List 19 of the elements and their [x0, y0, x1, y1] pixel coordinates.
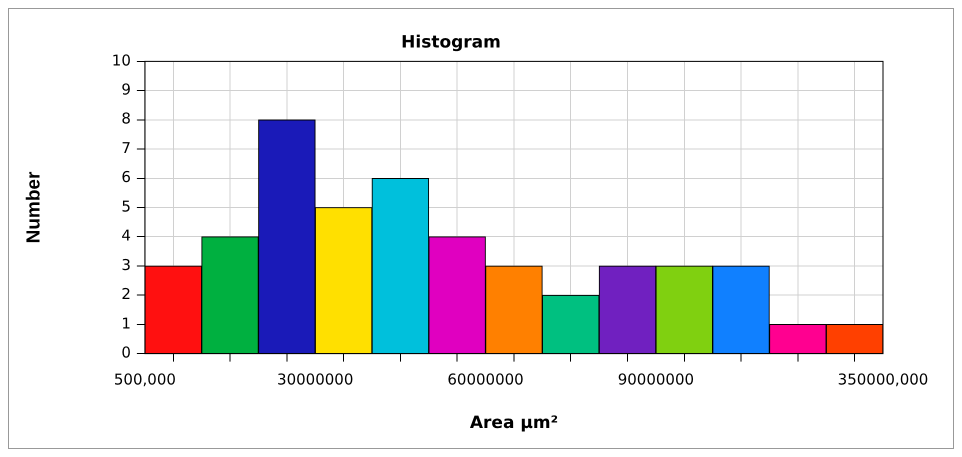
y-tick-label: 9	[121, 80, 131, 99]
x-tick-label: 60000000	[447, 370, 524, 388]
y-tick-label: 1	[121, 314, 131, 332]
chart-title: Histogram	[401, 32, 501, 53]
y-tick-label: 7	[121, 138, 131, 157]
y-tick-label: 4	[121, 226, 131, 245]
y-tick-label: 5	[121, 197, 131, 216]
x-tick-label: 350000,000	[838, 370, 928, 388]
y-tick-label: 8	[121, 110, 131, 128]
y-tick-label: 10	[112, 51, 131, 70]
x-tick-label: 90000000	[618, 370, 694, 388]
y-tick-label: 6	[121, 168, 131, 186]
y-tick-label: 2	[121, 285, 131, 304]
x-tick-label: 30000000	[277, 370, 354, 388]
x-axis-title: Area µm²	[470, 413, 558, 434]
y-tick-label: 3	[121, 256, 131, 274]
x-tick-label: 500,000	[114, 370, 176, 388]
y-axis-title: Number	[24, 171, 45, 244]
y-tick-label: 0	[121, 343, 131, 362]
